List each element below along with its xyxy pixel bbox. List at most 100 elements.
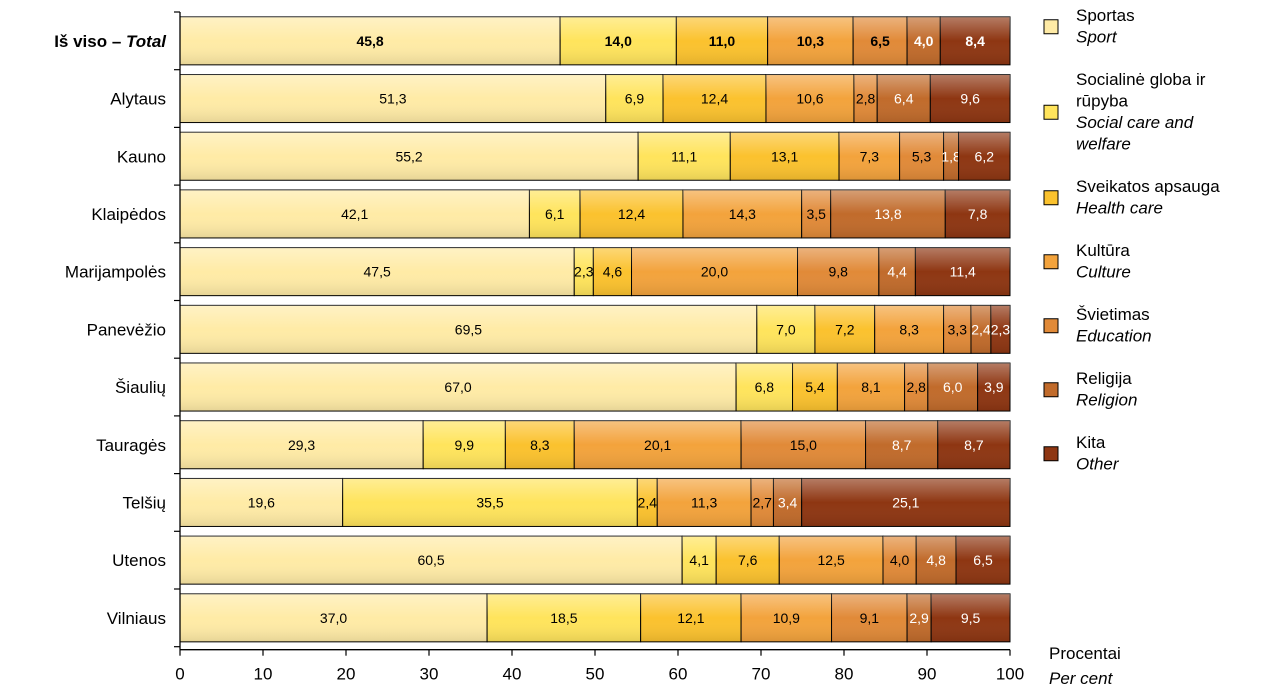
data-label: 14,0 [605,33,632,49]
category-label: Alytaus [110,90,166,109]
data-label: 10,9 [773,610,800,626]
category-label: Telšių [123,493,166,512]
data-label: 45,8 [356,33,383,49]
data-label: 8,4 [965,33,985,49]
category-label: Iš viso – Total [54,32,167,51]
x-tick-label: 90 [918,665,937,684]
data-label: 42,1 [341,206,368,222]
data-label: 11,4 [950,264,976,280]
data-label: 13,8 [874,206,901,222]
data-label: 12,4 [618,206,645,222]
data-label: 6,0 [943,379,963,395]
data-label: 9,1 [860,610,880,626]
data-label: 10,3 [797,33,824,49]
legend-label: Sportas [1076,6,1135,25]
data-label: 5,3 [912,148,932,164]
data-label: 2,3 [574,264,594,280]
data-label: 11,3 [691,494,717,510]
category-label: Marijampolės [65,263,166,282]
legend-label: Socialinė globa ir [1076,70,1206,89]
category-label: Šiaulių [115,378,166,397]
x-tick-label: 80 [835,665,854,684]
x-tick-label: 60 [669,665,688,684]
data-label: 67,0 [444,379,471,395]
unit-label: Procentai Per cent [1049,644,1121,687]
data-label: 25,1 [892,494,919,510]
data-label: 11,1 [671,148,697,164]
data-label: 47,5 [364,264,391,280]
legend-label: Sveikatos apsauga [1076,177,1220,196]
data-label: 8,3 [899,321,919,337]
data-label: 9,9 [455,437,475,453]
data-label: 9,6 [960,91,980,107]
data-label: 8,7 [964,437,984,453]
data-label: 7,2 [835,321,855,337]
data-label: 9,5 [961,610,981,626]
data-label: 6,8 [755,379,775,395]
legend-label-en: Health care [1076,199,1163,218]
data-label: 12,4 [701,91,728,107]
data-label: 55,2 [395,148,422,164]
category-label: Tauragės [96,436,166,455]
legend-label: Kita [1076,433,1106,452]
legend: Sportas Sport Socialinė globa ir rūpyba Soci… [1043,6,1220,474]
data-label: 3,9 [984,379,1004,395]
data-label: 6,4 [894,91,914,107]
data-label: 7,3 [860,148,880,164]
legend-swatch [1043,19,1059,35]
x-tick-label: 50 [586,665,605,684]
data-label: 51,3 [379,91,406,107]
category-label: Vilniaus [107,609,166,628]
data-label: 8,1 [861,379,881,395]
data-label: 9,8 [828,264,848,280]
data-label: 7,0 [776,321,796,337]
data-label: 8,7 [892,437,912,453]
legend-label-en: Education [1076,327,1152,346]
legend-label: Kultūra [1076,241,1130,260]
data-label: 6,2 [975,148,995,164]
data-label: 69,5 [455,321,482,337]
legend-label-en: Religion [1076,391,1137,410]
x-tick-label: 0 [175,665,184,684]
legend-label-en: Sport [1076,28,1118,47]
data-label: 4,0 [914,33,934,49]
legend-swatch [1043,318,1059,334]
data-label: 4,6 [603,264,623,280]
legend-label: Religija [1076,369,1132,388]
category-label: Panevėžio [87,320,166,339]
data-label: 6,5 [870,33,890,49]
unit-label-lt: Procentai [1049,644,1121,663]
data-label: 13,1 [771,148,798,164]
data-label: 1,8 [941,148,961,164]
data-label: 15,0 [790,437,817,453]
legend-swatch [1043,446,1059,462]
bars-layer: 45,8 14,0 11,0 10,3 6,5 4,0 8,4 51,3 6,9 12,4 10,6… [179,16,1011,643]
data-label: 10,6 [796,91,823,107]
data-label: 4,4 [887,264,907,280]
data-label: 3,3 [948,321,968,337]
data-label: 19,6 [248,494,275,510]
data-label: 20,1 [644,437,671,453]
data-label: 6,9 [625,91,645,107]
data-label: 2,3 [991,321,1011,337]
legend-swatch [1043,104,1059,120]
legend-swatch [1043,382,1059,398]
data-label: 35,5 [476,494,503,510]
data-label: 2,4 [971,321,991,337]
data-label: 18,5 [550,610,577,626]
legend-label-en: Other [1076,455,1120,474]
legend-swatch [1043,190,1059,206]
x-tick-label: 70 [752,665,771,684]
data-label: 4,0 [890,552,910,568]
data-label: 2,7 [753,494,773,510]
data-label: 8,3 [530,437,550,453]
x-tick-label: 10 [254,665,273,684]
data-label: 12,1 [677,610,704,626]
x-tick-label: 20 [337,665,356,684]
legend-label-en: welfare [1076,135,1131,154]
data-label: 20,0 [701,264,728,280]
data-label: 4,8 [926,552,946,568]
data-label: 4,1 [689,552,709,568]
data-label: 12,5 [818,552,845,568]
